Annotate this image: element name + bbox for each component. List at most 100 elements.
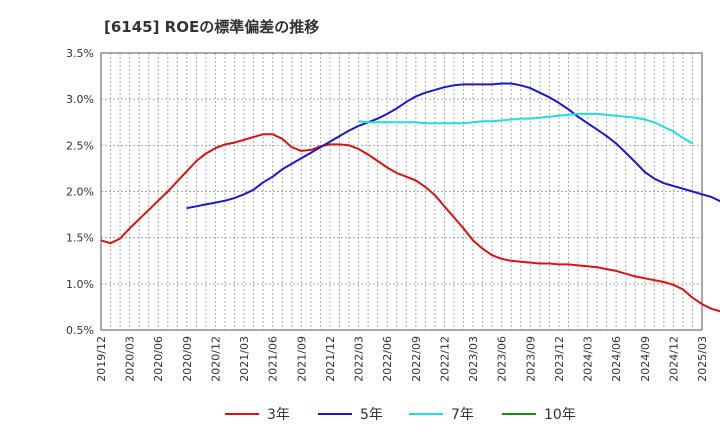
x-axis: 2019/12 2020/03 2020/06 2020/09 2020/12 2021/…: [95, 336, 709, 382]
x-tick-label: 2022/09: [410, 336, 423, 382]
data-point: [586, 122, 589, 124]
data-point: [634, 275, 636, 277]
y-tick-label: 2.0%: [66, 186, 94, 199]
data-point: [472, 83, 474, 85]
x-tick-label: 2024/06: [610, 336, 623, 382]
x-tick-label: 2024/09: [639, 336, 652, 382]
x-tick-label: 2023/12: [553, 336, 566, 382]
x-tick-label: 2024/12: [667, 336, 680, 382]
data-point: [367, 154, 369, 156]
y-tick-label: 1.5%: [66, 232, 94, 245]
data-point: [415, 121, 417, 123]
data-point: [510, 260, 512, 262]
data-point: [348, 144, 350, 146]
data-point: [205, 153, 207, 155]
data-point: [453, 216, 455, 218]
data-point: [300, 157, 302, 159]
data-point: [453, 84, 455, 86]
x-tick-label: 2020/12: [209, 336, 222, 382]
x-tick-label: 2025/03: [696, 336, 709, 382]
data-point: [281, 138, 283, 140]
y-tick-label: 3.5%: [66, 47, 94, 60]
series-line-5年: [186, 82, 720, 210]
data-point: [358, 125, 360, 127]
data-point: [462, 227, 465, 229]
x-tick-label: 2019/12: [95, 336, 108, 382]
data-point: [663, 126, 665, 128]
data-point: [691, 190, 694, 193]
data-point: [529, 262, 531, 264]
data-point: [567, 108, 570, 110]
data-point: [214, 147, 217, 149]
data-point: [625, 116, 627, 118]
data-point: [205, 203, 207, 205]
data-point: [539, 117, 541, 119]
data-point: [653, 178, 655, 180]
data-point: [567, 263, 570, 265]
data-point: [396, 172, 398, 174]
data-point: [663, 182, 665, 184]
data-point: [634, 161, 636, 163]
data-point: [243, 139, 245, 141]
data-point: [596, 266, 598, 268]
data-point: [634, 117, 636, 119]
data-point: [377, 160, 379, 162]
x-tick-label: 2023/06: [496, 336, 509, 382]
data-point: [338, 135, 341, 137]
data-point: [253, 189, 255, 191]
data-point: [558, 263, 560, 265]
data-point: [300, 150, 302, 152]
data-point: [510, 82, 512, 85]
data-point: [653, 121, 655, 123]
data-point: [691, 297, 694, 299]
data-point: [644, 118, 646, 121]
data-point: [167, 190, 169, 193]
x-tick-label: 2020/06: [152, 336, 165, 382]
data-point: [596, 113, 598, 115]
data-point: [567, 114, 570, 116]
data-point: [348, 130, 350, 132]
data-point: [682, 188, 684, 190]
data-point: [596, 129, 598, 131]
series-line-7年: [358, 112, 694, 145]
data-point: [224, 143, 226, 145]
data-point: [338, 143, 341, 145]
y-tick-label: 0.5%: [66, 324, 94, 337]
data-point: [405, 121, 407, 123]
data-point: [472, 121, 474, 123]
data-point: [234, 197, 236, 199]
data-point: [539, 92, 541, 94]
data-point: [176, 180, 178, 182]
data-point: [224, 200, 226, 202]
data-point: [472, 239, 474, 241]
data-point: [644, 171, 646, 173]
data-point: [434, 89, 436, 91]
data-point: [434, 122, 436, 124]
data-point: [682, 288, 684, 290]
data-point: [234, 142, 236, 144]
data-point: [310, 149, 312, 151]
series-lines: [100, 82, 720, 313]
data-point: [405, 176, 407, 178]
data-point: [558, 102, 560, 104]
data-point: [396, 121, 398, 123]
data-point: [329, 143, 331, 145]
data-point: [424, 122, 426, 124]
data-point: [539, 262, 541, 265]
data-point: [148, 209, 150, 211]
x-tick-label: 2021/09: [295, 336, 308, 382]
data-point: [701, 193, 703, 195]
data-point: [672, 130, 675, 133]
x-tick-label: 2021/03: [238, 336, 251, 382]
data-point: [291, 163, 293, 165]
data-point: [281, 168, 283, 170]
data-point: [119, 238, 121, 240]
data-point: [386, 166, 388, 169]
data-point: [262, 181, 264, 183]
legend-label: 5年: [360, 407, 383, 423]
data-point: [405, 101, 407, 103]
x-tick-label: 2020/03: [124, 336, 137, 382]
x-tick-label: 2022/03: [353, 336, 366, 382]
data-point: [195, 160, 197, 162]
